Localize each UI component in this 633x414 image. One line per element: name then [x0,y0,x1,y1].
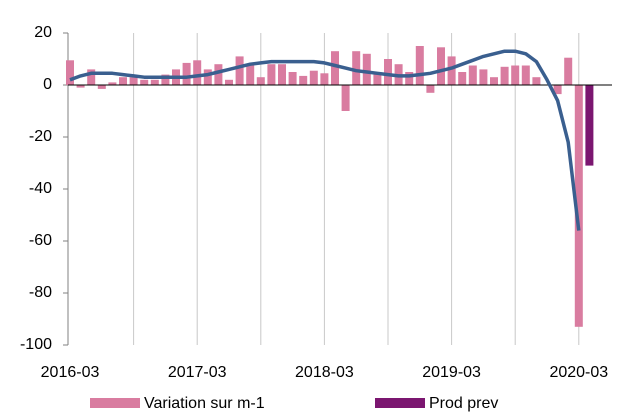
bar [140,79,149,85]
bar [405,72,414,85]
bar [129,77,138,85]
bar [373,72,382,85]
bar [362,53,371,85]
bar [203,69,212,85]
bar [532,77,541,85]
bar [66,60,74,85]
y-tick-label: -40 [29,180,52,197]
bar [320,73,329,85]
bar [341,85,350,111]
legend-label: Prod prev [429,395,498,412]
x-tick-label: 2017-03 [168,364,227,381]
bar [235,56,244,85]
bar [97,85,106,89]
bar [76,85,85,88]
legend-label: Variation sur m-1 [144,395,265,412]
bar [161,74,170,85]
bar [108,82,117,85]
bar [299,75,308,85]
trend-line [69,49,581,231]
legend-swatch [375,398,425,408]
bar [384,59,392,85]
bar [225,79,233,85]
y-tick-label: -60 [29,232,52,249]
bar [574,85,583,327]
bar [553,85,562,95]
y-tick-label: -100 [20,336,52,353]
bar [426,85,435,93]
bar [511,65,520,85]
x-tick-label: 2020-03 [549,364,608,381]
legend-swatch [90,398,140,408]
bar [490,77,498,85]
bar [150,79,159,85]
y-tick-label: -20 [29,128,52,145]
y-tick-label: 20 [34,24,52,41]
x-tick-label: 2018-03 [295,364,354,381]
bar [468,65,477,85]
bar [309,70,318,85]
bar [415,46,424,85]
bar [193,60,202,85]
bar [267,64,276,85]
bar [500,66,509,85]
bar [521,65,530,85]
bar [256,77,265,85]
bar [288,72,297,85]
bar [182,62,191,85]
bar [87,69,96,85]
x-tick-label: 2019-03 [422,364,481,381]
bar [564,57,573,85]
bar [437,47,445,85]
x-tick-label: 2016-03 [41,364,100,381]
bar [352,51,361,85]
bar [479,69,488,85]
bar [458,72,467,85]
bar [447,56,456,85]
bar [119,77,127,85]
bar [331,51,339,85]
bar [246,64,255,85]
bar [585,85,594,166]
y-tick-label: 0 [43,76,52,93]
y-tick-label: -80 [29,284,52,301]
bar [214,64,223,85]
bar [278,64,286,85]
